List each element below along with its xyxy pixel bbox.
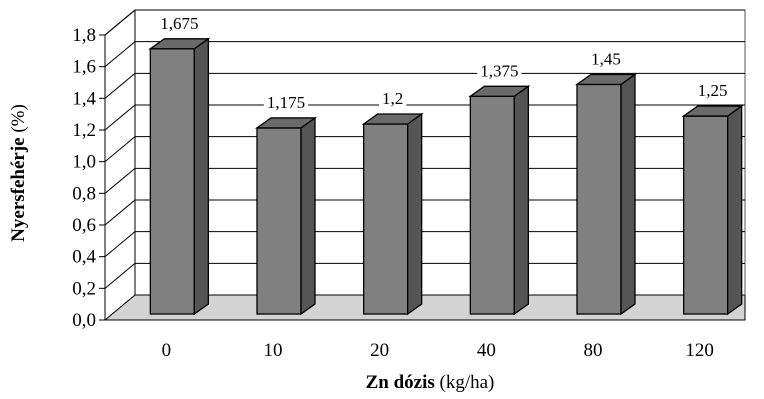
bar-top (361, 113, 424, 125)
bar-front (469, 95, 515, 315)
data-label-bg (694, 81, 731, 101)
y-tick-label: 1,6 (72, 57, 96, 78)
data-labels: 1,675 1,175 1,2 1,375 1,45 1,25 (157, 13, 731, 112)
bar (254, 116, 318, 316)
bar-top (574, 73, 638, 86)
x-tick-label: 0 (162, 340, 172, 361)
data-label: 1,675 (160, 14, 198, 33)
bar-side (620, 73, 636, 316)
side-gridline (104, 231, 136, 258)
side-gridline (104, 72, 136, 99)
bar (148, 37, 211, 316)
side-gridline (104, 104, 136, 131)
bar-side (727, 104, 743, 316)
data-label-bg (379, 89, 407, 108)
data-label: 1,45 (591, 49, 621, 68)
data-label-bg (263, 92, 309, 112)
bars (148, 37, 744, 316)
data-label-bg (477, 61, 522, 81)
x-axis-title-unit: (kg/ha) (435, 372, 495, 393)
bar-top (254, 117, 318, 129)
y-tick-label: 0,2 (72, 278, 96, 299)
bar-side (300, 116, 316, 316)
side-gridline (104, 262, 136, 289)
back-wall-edge (135, 9, 746, 295)
bar-side (193, 37, 209, 316)
bar-side (407, 112, 423, 316)
bar-front (256, 127, 302, 315)
bar-front (576, 83, 622, 315)
bar-side (513, 85, 529, 316)
y-axis-title-main: Nyersfehérje (8, 137, 29, 241)
x-axis-title-main: Zn dózis (366, 372, 435, 393)
y-axis-title-unit: (%) (8, 104, 29, 137)
y-tick-label: 0,4 (72, 247, 96, 268)
y-tick-label: 0,6 (72, 215, 96, 236)
side-gridline (104, 199, 136, 226)
x-tick-label: 20 (370, 340, 389, 361)
y-tick-label: 0,8 (72, 183, 96, 204)
x-tick-label: 10 (264, 340, 283, 361)
axes (99, 9, 745, 321)
bar (681, 104, 744, 316)
data-label-bg (588, 49, 624, 69)
bar-top (148, 38, 211, 50)
x-tick-labels: 0 10 20 40 80 120 (162, 340, 714, 361)
side-wall-top-edge (104, 9, 136, 36)
data-label: 1,25 (698, 81, 728, 100)
bar-front (363, 123, 409, 315)
x-tick-label: 120 (685, 340, 714, 361)
bar-top (468, 85, 531, 97)
bar-top (681, 105, 744, 117)
bar-front (149, 48, 195, 315)
x-tick-label: 80 (584, 340, 603, 361)
bar (468, 85, 531, 316)
y-tick-label: 0,0 (72, 310, 96, 331)
x-axis-title: Zn dózis (kg/ha) (366, 372, 495, 393)
side-gridline (104, 41, 136, 68)
y-tick-label: 1,2 (72, 120, 96, 141)
data-label-bg (157, 13, 202, 33)
x-tick-label: 40 (477, 340, 496, 361)
y-tick-label: 1,8 (72, 25, 96, 46)
data-label: 1,175 (267, 93, 305, 112)
y-tick-label: 1,4 (72, 88, 96, 109)
bar (574, 73, 638, 316)
y-tick-labels: 0,0 0,2 0,4 0,6 0,8 1,0 1,2 1,4 1,6 1,8 (72, 25, 96, 331)
bar (361, 112, 424, 316)
y-tick-label: 1,0 (72, 152, 96, 173)
side-gridline (104, 136, 136, 163)
gridlines (104, 9, 745, 289)
y-axis-title: Nyersfehérje (%) (8, 104, 29, 242)
data-label: 1,375 (480, 61, 518, 80)
side-gridline (104, 167, 136, 194)
bar-front (683, 115, 729, 315)
chart-walls (135, 9, 746, 295)
data-label: 1,2 (382, 89, 403, 108)
